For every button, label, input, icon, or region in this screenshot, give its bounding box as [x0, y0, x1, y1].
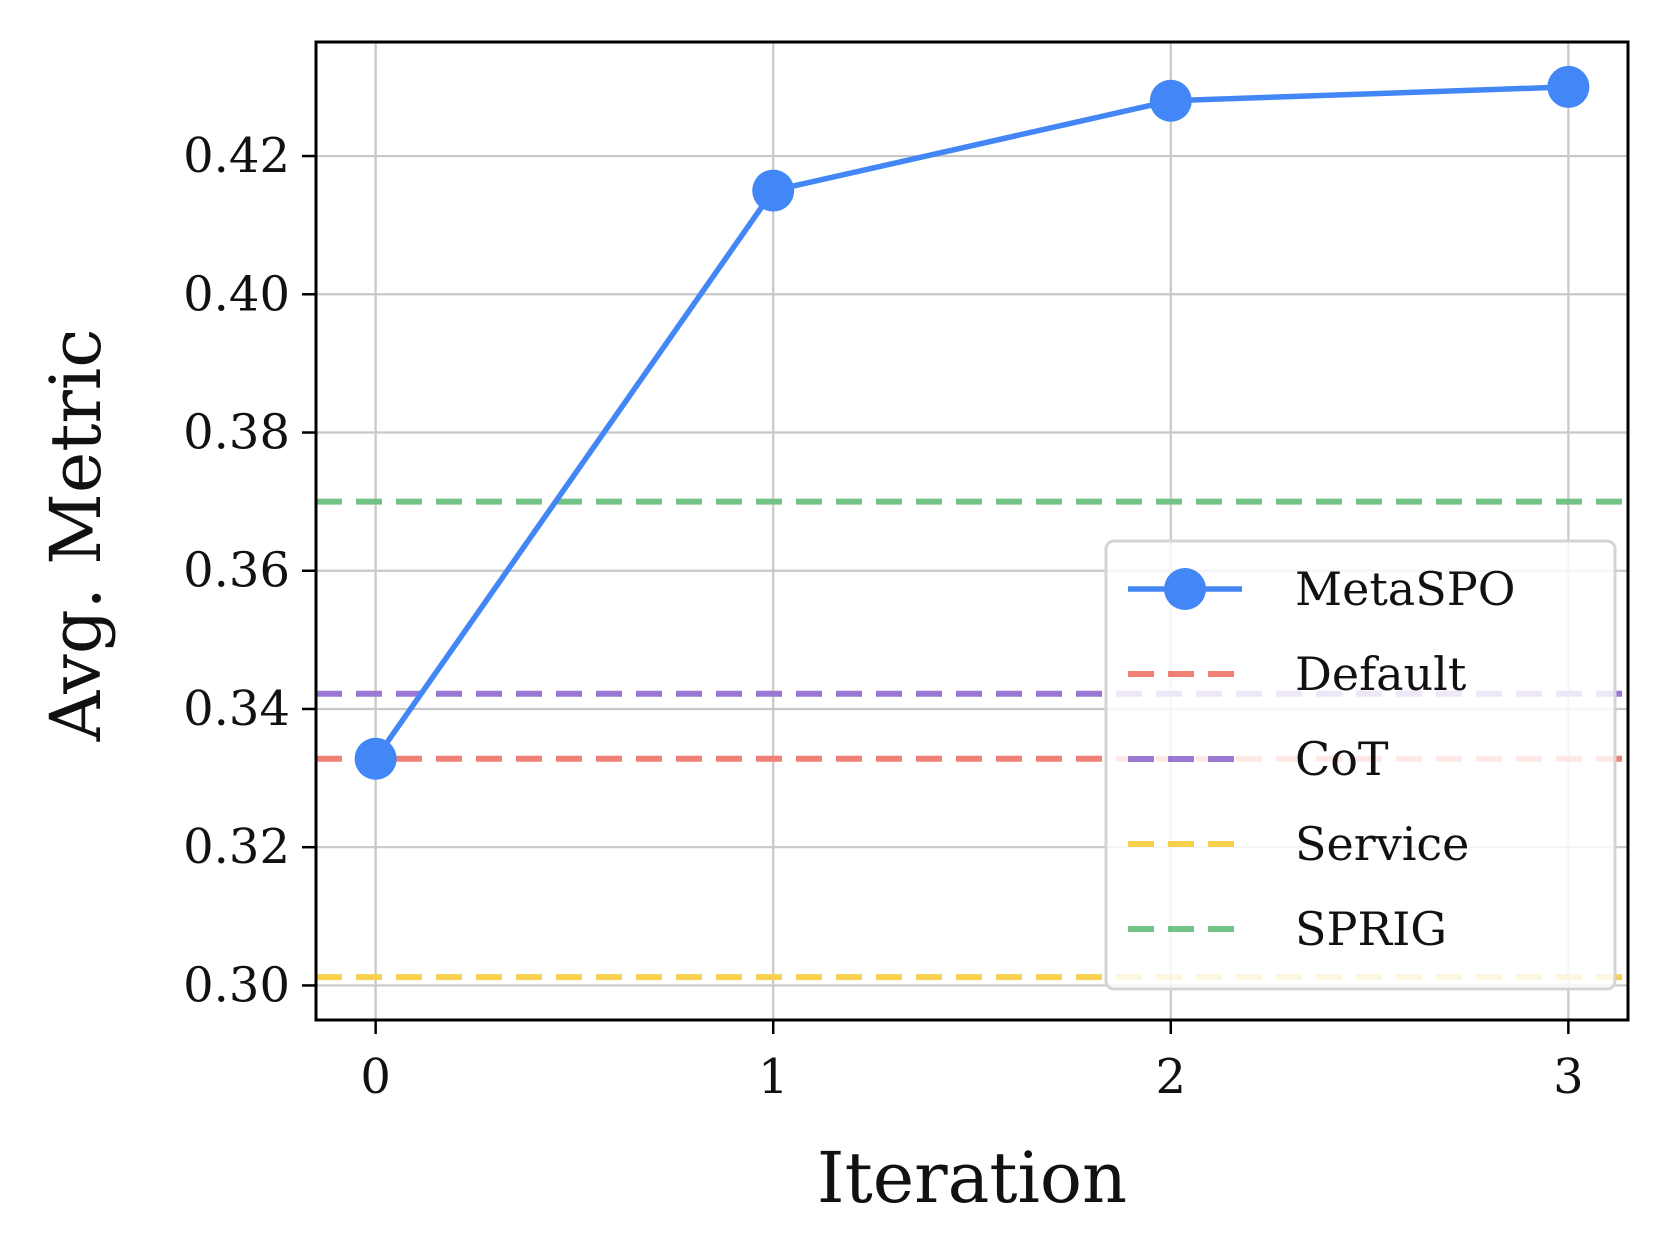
series-metaspo-point-2	[1149, 79, 1192, 122]
y-tick-label-4: 0.38	[183, 405, 290, 461]
y-tick-label-1: 0.32	[183, 819, 290, 875]
y-axis: 0.30 0.32 0.34 0.36 0.38 0.40 0.42	[183, 128, 316, 1013]
legend-service-label: Service	[1295, 817, 1469, 871]
legend-box	[1104, 539, 1617, 991]
y-axis-title: Avg. Metric	[35, 329, 117, 743]
x-tick-label-1: 1	[758, 1049, 789, 1105]
legend-cot-label: CoT	[1295, 732, 1389, 786]
legend-sprig-label: SPRIG	[1295, 902, 1447, 956]
plot-frame	[314, 40, 1630, 1022]
y-tick-label-0: 0.30	[183, 957, 290, 1013]
y-tick-label-3: 0.36	[183, 543, 290, 599]
series-lines	[372, 84, 1572, 762]
legend-default-label: Default	[1295, 647, 1467, 701]
x-tick-label-0: 0	[360, 1049, 391, 1105]
series-metaspo-point-1	[752, 169, 795, 212]
series-metaspo-point-0	[354, 737, 397, 780]
legend: MetaSPO Default CoT Service SPRIG	[1104, 539, 1617, 991]
legend-metaspo-label: MetaSPO	[1295, 562, 1515, 616]
series-metaspo-point-3	[1547, 65, 1590, 108]
series-markers	[354, 65, 1590, 780]
series-metaspo-line	[372, 84, 1572, 762]
y-tick-label-6: 0.42	[183, 128, 290, 184]
x-axis-title: Iteration	[817, 1137, 1127, 1219]
x-tick-label-3: 3	[1553, 1049, 1584, 1105]
x-axis: 0 1 2 3	[360, 1020, 1584, 1105]
legend-metaspo-swatch-marker	[1164, 568, 1206, 610]
y-tick-label-2: 0.34	[183, 681, 290, 737]
y-tick-label-5: 0.40	[183, 266, 290, 322]
x-tick-label-2: 2	[1156, 1049, 1187, 1105]
grid	[316, 42, 1628, 1020]
